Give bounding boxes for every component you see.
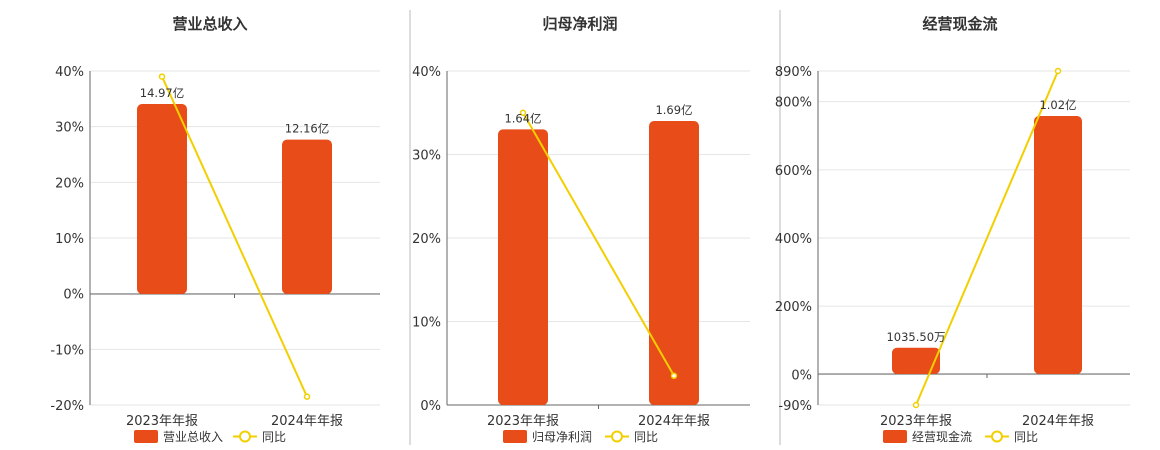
x-category-label: 2023年年报 xyxy=(880,414,952,429)
y-tick-label: 400% xyxy=(775,232,812,247)
legend-bar-label: 营业总收入 xyxy=(163,430,223,444)
legend-line-label: 同比 xyxy=(634,430,658,444)
yoy-line xyxy=(161,76,308,398)
legend-bar-swatch xyxy=(503,430,527,443)
y-tick-label: -20% xyxy=(50,399,84,414)
bar-data-label: 1.02亿 xyxy=(1039,98,1076,112)
chart-panel-revenue: 营业总收入 40% 30% 20% 10% 0% -10% -20% 2023年年报 2024… xyxy=(50,15,380,444)
y-tick-label: 40% xyxy=(55,65,84,80)
bar-data-label: 1.64亿 xyxy=(504,111,541,125)
legend-line-marker xyxy=(611,430,623,443)
legend-line-label: 同比 xyxy=(1014,430,1038,444)
bar-data-label: 1035.50万 xyxy=(886,330,945,344)
y-tick-label: -90% xyxy=(778,399,812,414)
chart-title: 营业总收入 xyxy=(172,15,247,33)
y-tick-label: 40% xyxy=(412,65,441,80)
yoy-point xyxy=(303,393,311,400)
yoy-line xyxy=(522,112,675,377)
yoy-point xyxy=(519,109,527,116)
legend-bar-label: 经营现金流 xyxy=(912,429,972,444)
x-category-label: 2024年年报 xyxy=(271,414,343,429)
bar-data-label: 12.16亿 xyxy=(285,122,329,136)
yoy-point xyxy=(912,401,920,409)
x-category-label: 2024年年报 xyxy=(638,414,710,429)
y-tick-label: 200% xyxy=(775,300,812,315)
y-tick-label: 600% xyxy=(775,164,812,179)
y-tick-label: 30% xyxy=(412,149,441,164)
yoy-line xyxy=(915,70,1059,406)
chart-legend: 经营现金流 同比 xyxy=(883,429,1038,444)
x-category-label: 2023年年报 xyxy=(487,414,559,429)
legend-line-marker xyxy=(239,430,251,443)
chart-panel-net-profit: 归母净利润 40% 30% 20% 10% 0% 2023年年报 2024年年报 1.64亿… xyxy=(412,15,750,444)
y-tick-label: 10% xyxy=(412,316,441,331)
chart-legend: 营业总收入 同比 xyxy=(134,430,286,444)
bar xyxy=(892,347,940,374)
legend-bar-swatch xyxy=(134,430,158,443)
x-category-label: 2023年年报 xyxy=(126,414,198,429)
y-tick-label: 20% xyxy=(55,176,84,191)
legend-line-label: 同比 xyxy=(262,430,286,444)
y-tick-label: 20% xyxy=(412,232,441,247)
chart-legend: 归母净利润 同比 xyxy=(503,430,658,444)
x-category-label: 2024年年报 xyxy=(1022,414,1094,429)
y-tick-label: 890% xyxy=(775,65,812,80)
y-tick-label: 30% xyxy=(55,121,84,136)
bar-data-label: 14.97亿 xyxy=(140,86,184,100)
chart-title: 经营现金流 xyxy=(922,15,997,33)
bar xyxy=(282,139,332,294)
legend-bar-label: 归母净利润 xyxy=(532,430,592,444)
y-tick-label: -10% xyxy=(50,343,84,358)
bar xyxy=(649,121,699,405)
y-tick-label: 0% xyxy=(420,399,441,414)
chart-panel-operating-cash-flow: 经营现金流 890% 800% 600% 400% 200% 0% -90% 2023年年报… xyxy=(775,15,1130,444)
legend-bar-swatch xyxy=(883,430,907,443)
legend-line-marker xyxy=(991,430,1003,443)
y-tick-label: 800% xyxy=(775,96,812,111)
bar xyxy=(498,129,548,405)
bar xyxy=(137,104,187,294)
y-tick-label: 0% xyxy=(791,368,812,383)
bar xyxy=(1034,116,1082,374)
y-tick-label: 10% xyxy=(55,232,84,247)
y-tick-label: 0% xyxy=(63,288,84,303)
yoy-point xyxy=(158,73,166,80)
chart-title: 归母净利润 xyxy=(542,15,617,33)
yoy-point xyxy=(1054,67,1062,75)
bar-data-label: 1.69亿 xyxy=(655,103,692,117)
yoy-point xyxy=(670,372,678,380)
